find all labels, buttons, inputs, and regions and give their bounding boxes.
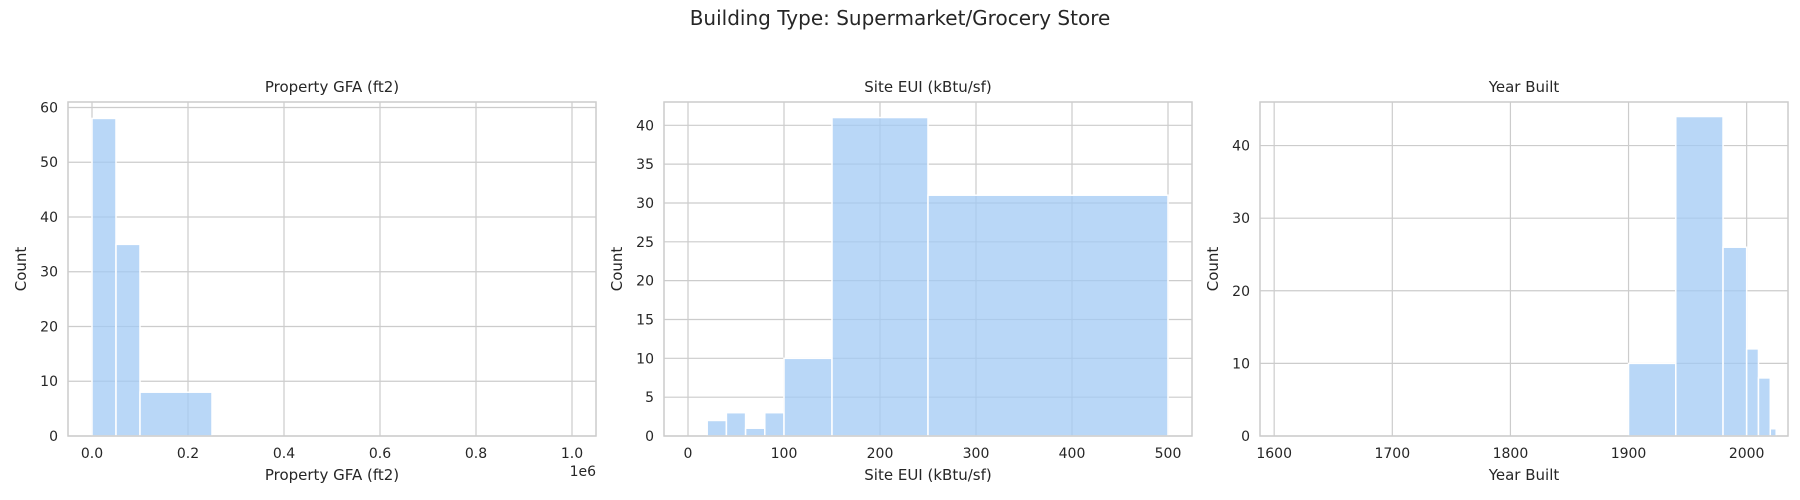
y-tick-label: 5 (645, 390, 654, 406)
histogram-bar (1722, 246, 1748, 437)
chart-title: Site EUI (kBtu/sf) (864, 78, 991, 96)
histogram-bar (1675, 115, 1724, 437)
histogram-bar (783, 357, 833, 437)
chart-title: Year Built (1488, 78, 1560, 96)
y-tick-label: 40 (1232, 139, 1250, 155)
histogram-bar (1757, 377, 1772, 437)
histogram-bar (1745, 348, 1760, 437)
y-tick-label: 40 (636, 118, 654, 134)
y-tick-label: 10 (1232, 356, 1250, 372)
x-axis-label: Site EUI (kBtu/sf) (864, 466, 991, 484)
histogram-bar (744, 427, 766, 437)
figure-title: Building Type: Supermarket/Grocery Store (689, 6, 1111, 30)
y-tick-label: 0 (1241, 429, 1250, 445)
axes-frame (663, 101, 1193, 437)
x-tick-label: 0 (684, 446, 693, 462)
y-tick-label: 35 (636, 157, 654, 173)
x-axis-label: Year Built (1488, 466, 1560, 484)
histogram-bar (115, 243, 141, 437)
axes-frame (67, 101, 597, 437)
x-tick-label: 0.4 (273, 446, 295, 462)
y-tick-label: 30 (40, 265, 58, 281)
y-tick-label: 20 (1232, 284, 1250, 300)
chart-panel-2: 0 100 200 300 400 500 0 5 10 15 20 25 30 35 40 Site EUI… (608, 78, 1193, 484)
x-tick-label: 300 (963, 446, 990, 462)
y-tick-label: 20 (636, 274, 654, 290)
y-axis-label: Count (1204, 247, 1222, 292)
x-tick-label: 200 (867, 446, 894, 462)
x-axis-label: Property GFA (ft2) (265, 466, 399, 484)
y-tick-label: 10 (40, 374, 58, 390)
histogram-bar (139, 391, 213, 437)
y-axis-label: Count (608, 247, 626, 292)
x-tick-label: 0.8 (465, 446, 487, 462)
x-tick-label: 1.0 (561, 446, 583, 462)
y-tick-label: 25 (636, 235, 654, 251)
axes-frame (1259, 101, 1789, 437)
histogram-bar (1627, 362, 1677, 437)
histogram-bar (1769, 427, 1777, 437)
histogram-bar (91, 117, 117, 437)
x-offset-label: 1e6 (570, 464, 597, 480)
histogram-bar (706, 419, 728, 437)
histogram-bar (764, 411, 785, 437)
x-tick-label: 1600 (1256, 446, 1292, 462)
x-tick-label: 100 (771, 446, 798, 462)
chart-title: Property GFA (ft2) (265, 78, 399, 96)
histogram-bar (927, 194, 1169, 437)
y-tick-label: 15 (636, 312, 654, 328)
x-tick-label: 1800 (1493, 446, 1529, 462)
histogram-bar (831, 116, 929, 437)
x-tick-label: 500 (1155, 446, 1182, 462)
x-tick-label: 1900 (1611, 446, 1647, 462)
x-tick-label: 0.6 (369, 446, 391, 462)
y-tick-label: 50 (40, 155, 58, 171)
x-tick-label: 0.2 (177, 446, 199, 462)
x-tick-label: 0.0 (81, 446, 103, 462)
y-axis-label: Count (12, 247, 30, 292)
histogram-bar (725, 411, 747, 437)
x-tick-label: 2000 (1729, 446, 1765, 462)
y-tick-label: 10 (636, 351, 654, 367)
x-tick-label: 1700 (1374, 446, 1410, 462)
y-tick-label: 60 (40, 100, 58, 116)
y-tick-label: 20 (40, 319, 58, 335)
x-tick-label: 400 (1059, 446, 1086, 462)
y-tick-label: 40 (40, 210, 58, 226)
plot-area (68, 102, 596, 436)
y-tick-label: 0 (645, 429, 654, 445)
y-tick-label: 0 (49, 429, 58, 445)
chart-panel-1: 0.0 0.2 0.4 0.6 0.8 1.0 0 10 20 30 40 50 60 Property … (12, 78, 597, 484)
y-tick-label: 30 (636, 196, 654, 212)
y-tick-label: 30 (1232, 211, 1250, 227)
chart-panel-3: 1600 1700 1800 1900 2000 0 10 20 30 40 Year Built Y… (1204, 78, 1789, 484)
